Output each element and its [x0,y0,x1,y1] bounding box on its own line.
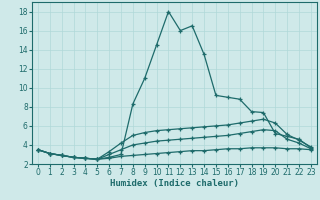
X-axis label: Humidex (Indice chaleur): Humidex (Indice chaleur) [110,179,239,188]
